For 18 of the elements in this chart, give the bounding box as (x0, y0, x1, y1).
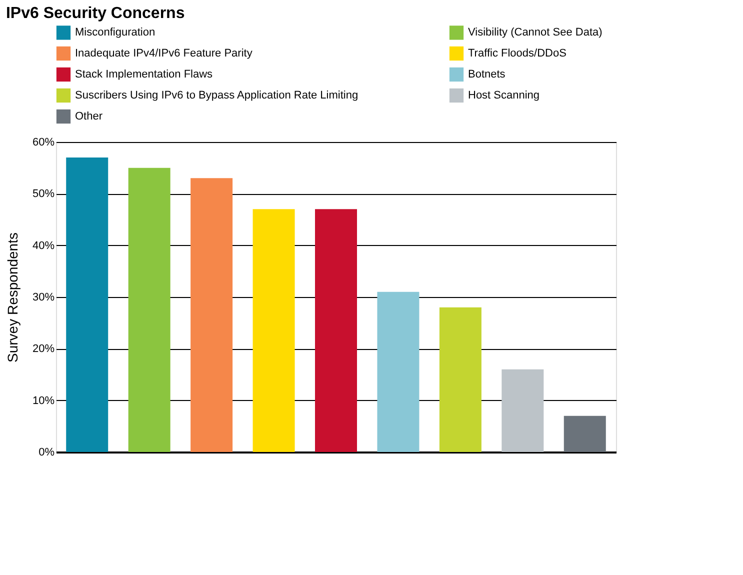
y-tick-label: 50% (32, 188, 55, 200)
y-tick-label: 0% (38, 446, 55, 458)
legend-label: Visibility (Cannot See Data) (468, 26, 602, 39)
legend-label: Botnets (468, 68, 506, 80)
chart-title: IPv6 Security Concerns (6, 5, 185, 22)
y-tick-label: 60% (32, 136, 55, 148)
y-axis-title: Survey Respondents (4, 232, 20, 362)
legend-label: Inadequate IPv4/IPv6 Feature Parity (75, 48, 253, 60)
legend-label: Stack Implementation Flaws (75, 68, 214, 80)
y-tick-label: 30% (32, 292, 55, 304)
y-tick-label: 40% (32, 240, 55, 252)
legend-label: Misconfiguration (75, 26, 156, 39)
y-tick-label: 20% (32, 343, 55, 356)
legend-label: Suscribers Using IPv6 to Bypass Application Rate Limiting (75, 90, 358, 102)
y-tick-label: 10% (32, 394, 55, 407)
legend-label: Other (75, 110, 103, 122)
legend-label: Host Scanning (468, 90, 540, 102)
legend-label: Traffic Floods/DDoS (468, 48, 566, 60)
